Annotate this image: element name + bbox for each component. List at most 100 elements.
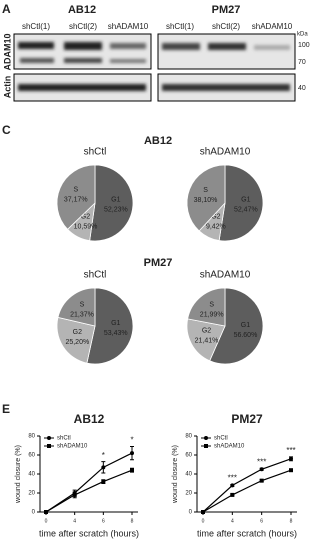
row-label: Actin: [2, 76, 12, 99]
pie-title: shADAM10: [200, 270, 251, 281]
legend-marker: [204, 436, 208, 440]
slice-label: 52,47%: [234, 206, 258, 213]
legend-marker: [204, 444, 208, 448]
chart-title: AB12: [74, 412, 105, 426]
pie-slice: [56, 316, 96, 364]
point: [72, 492, 77, 497]
band: [162, 43, 200, 50]
legend-label: shADAM10: [57, 444, 88, 450]
slice-name: G2: [81, 213, 90, 220]
pie-slice: [86, 287, 134, 365]
slice-name: G1: [241, 322, 250, 329]
panel-letter: C: [2, 123, 11, 137]
y-tick-label: 20: [28, 491, 35, 497]
point: [230, 492, 235, 497]
bands: [18, 42, 290, 91]
x-tick-label: 6: [102, 518, 105, 524]
y-axis-label: wound closure (%): [172, 445, 179, 504]
band: [64, 58, 102, 63]
slice-label: 9,42%: [206, 224, 226, 231]
lane-label: shCtl(1): [22, 22, 50, 31]
band: [110, 43, 146, 49]
y-tick-label: 0: [32, 510, 36, 516]
row-label: ADAM10: [2, 33, 12, 70]
legend-label: shCtl: [57, 436, 71, 442]
legend-label: shADAM10: [214, 444, 245, 450]
blot-box: [13, 33, 152, 70]
slice-label: 56.60%: [234, 332, 258, 339]
pie-title: shADAM10: [200, 147, 251, 158]
x-tick-label: 6: [260, 518, 263, 524]
pie-slice: [186, 318, 226, 362]
pie-slice: [89, 164, 134, 242]
blot-group: AB12: [68, 4, 96, 16]
pie-slice: [56, 164, 96, 230]
slice-name: G1: [241, 196, 250, 203]
x-tick-label: 4: [231, 518, 234, 524]
panel-letter: A: [2, 2, 11, 16]
blot: [13, 33, 296, 102]
y-tick-label: 20: [185, 491, 192, 497]
lane-label: shADAM10: [108, 22, 149, 31]
slice-label: 25,20%: [65, 339, 89, 346]
band: [110, 59, 146, 63]
slice-name: G2: [73, 329, 82, 336]
series-line: [202, 458, 292, 513]
band: [20, 58, 54, 63]
band: [208, 43, 246, 50]
lane-label: shCtl(2): [212, 22, 240, 31]
slice-name: S: [73, 187, 78, 194]
point: [289, 456, 293, 461]
x-axis-label: time after scratch (hours): [197, 528, 297, 538]
pie-slice: [187, 287, 226, 327]
x-tick-label: 4: [73, 518, 76, 524]
legend-marker: [47, 444, 51, 448]
y-tick-label: 60: [28, 453, 35, 459]
mw-marker: 40: [298, 85, 306, 92]
point: [259, 478, 264, 483]
y-tick-label: 80: [185, 434, 192, 440]
point: [201, 510, 205, 514]
slice-label: 52,23%: [104, 206, 128, 213]
slice-name: S: [209, 302, 214, 309]
slice-name: G2: [202, 328, 211, 335]
y-tick-label: 40: [28, 472, 35, 478]
series-line: [202, 469, 292, 513]
slice-label: 21,99%: [200, 312, 224, 319]
pie-title: shCtl: [84, 147, 107, 158]
significance: ***: [228, 474, 237, 483]
band: [18, 42, 54, 49]
slice-name: S: [80, 301, 85, 308]
band: [162, 84, 290, 91]
significance: *: [102, 451, 105, 460]
slice-label: 21,41%: [195, 338, 219, 345]
y-tick-label: 60: [185, 453, 192, 459]
figure: A C E AB12 PM27 shCtl(1) shCtl(2) shADAM…: [2, 2, 310, 538]
x-axis-label: time after scratch (hours): [39, 528, 139, 538]
slice-name: G1: [111, 320, 120, 327]
pie-slice: [57, 287, 96, 327]
slice-label: 53,43%: [104, 330, 128, 337]
pie-slice: [218, 164, 264, 242]
legend-label: shCtl: [214, 436, 228, 442]
point: [289, 468, 293, 473]
panel-letter: E: [2, 402, 10, 416]
series-line: [45, 469, 133, 513]
point: [259, 467, 264, 472]
pie-row-title: AB12: [144, 135, 172, 147]
band: [64, 42, 102, 50]
y-tick-label: 40: [185, 472, 192, 478]
slice-label: 38,10%: [194, 197, 218, 204]
pie-title: shCtl: [84, 270, 107, 281]
band: [254, 45, 290, 50]
point: [130, 468, 134, 473]
series-line: [45, 452, 133, 513]
blot-group: PM27: [212, 4, 241, 16]
legend-marker: [47, 436, 51, 440]
chart-title: PM27: [231, 412, 263, 426]
significance: *: [130, 436, 133, 445]
slice-label: 37,17%: [64, 197, 88, 204]
slice-name: G2: [211, 214, 220, 221]
point: [230, 483, 235, 488]
